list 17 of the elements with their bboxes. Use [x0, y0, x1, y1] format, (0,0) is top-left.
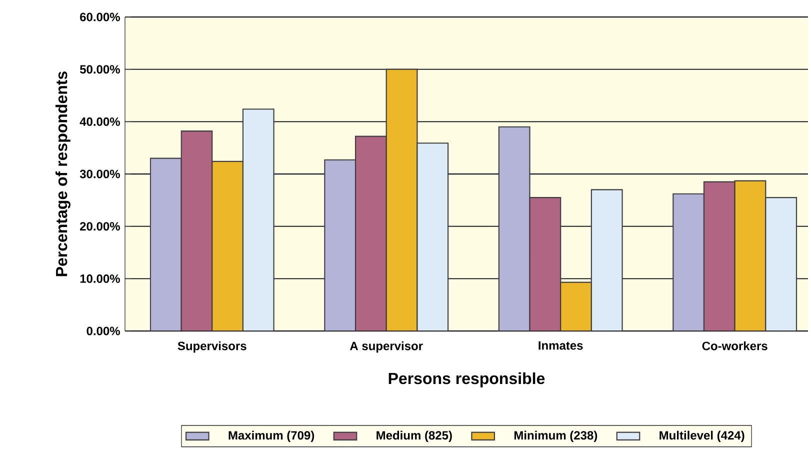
x-axis-title: Persons responsible	[388, 372, 545, 388]
legend-label: Multilevel (424)	[660, 430, 744, 442]
y-tick-label: 50.00%	[80, 65, 120, 74]
y-tick-label: 60.00%	[80, 12, 120, 22]
y-tick-label: 40.00%	[80, 117, 120, 126]
y-tick-label: 0.00%	[86, 326, 120, 336]
legend-label: Minimum (238)	[514, 430, 598, 442]
x-tick-label: Supervisors	[178, 341, 246, 353]
legend-label: Medium (825)	[376, 430, 452, 442]
x-tick-label: Co-workers	[702, 341, 768, 350]
legend-label: Maximum (709)	[228, 430, 314, 442]
y-tick-label: 20.00%	[80, 222, 120, 231]
y-tick-label: 30.00%	[80, 170, 120, 178]
y-tick-label: 10.00%	[80, 274, 120, 283]
x-tick-label: A supervisor	[350, 341, 423, 353]
y-axis-title: Percentage of respondents	[55, 72, 70, 276]
x-tick-label: Inmates	[538, 341, 583, 350]
